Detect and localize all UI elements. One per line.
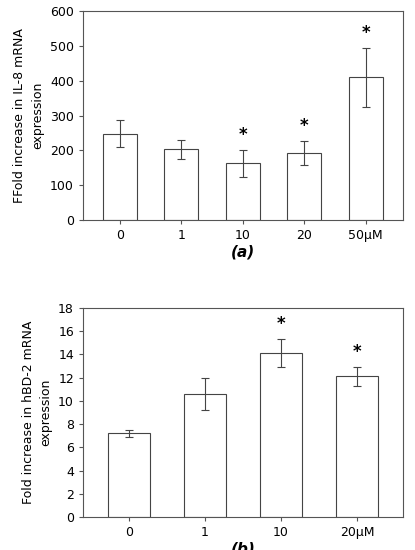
Text: *: * [361, 24, 370, 42]
Bar [184, 394, 226, 517]
Text: *: * [353, 343, 361, 361]
Bar [260, 353, 302, 517]
Bar [226, 163, 260, 220]
Bar [349, 77, 383, 220]
Bar [108, 433, 149, 517]
Text: *: * [300, 117, 308, 135]
Text: (b): (b) [230, 542, 255, 550]
Bar [336, 376, 378, 517]
Text: (a): (a) [231, 245, 255, 260]
Bar [287, 153, 321, 220]
Bar [103, 134, 137, 220]
Text: *: * [276, 315, 285, 333]
Y-axis label: FFold increase in IL-8 mRNA
expression: FFold increase in IL-8 mRNA expression [13, 28, 44, 203]
Bar [164, 150, 198, 220]
Text: *: * [239, 126, 247, 144]
Y-axis label: Fold increase in hBD-2 mRNA
expression: Fold increase in hBD-2 mRNA expression [22, 321, 53, 504]
